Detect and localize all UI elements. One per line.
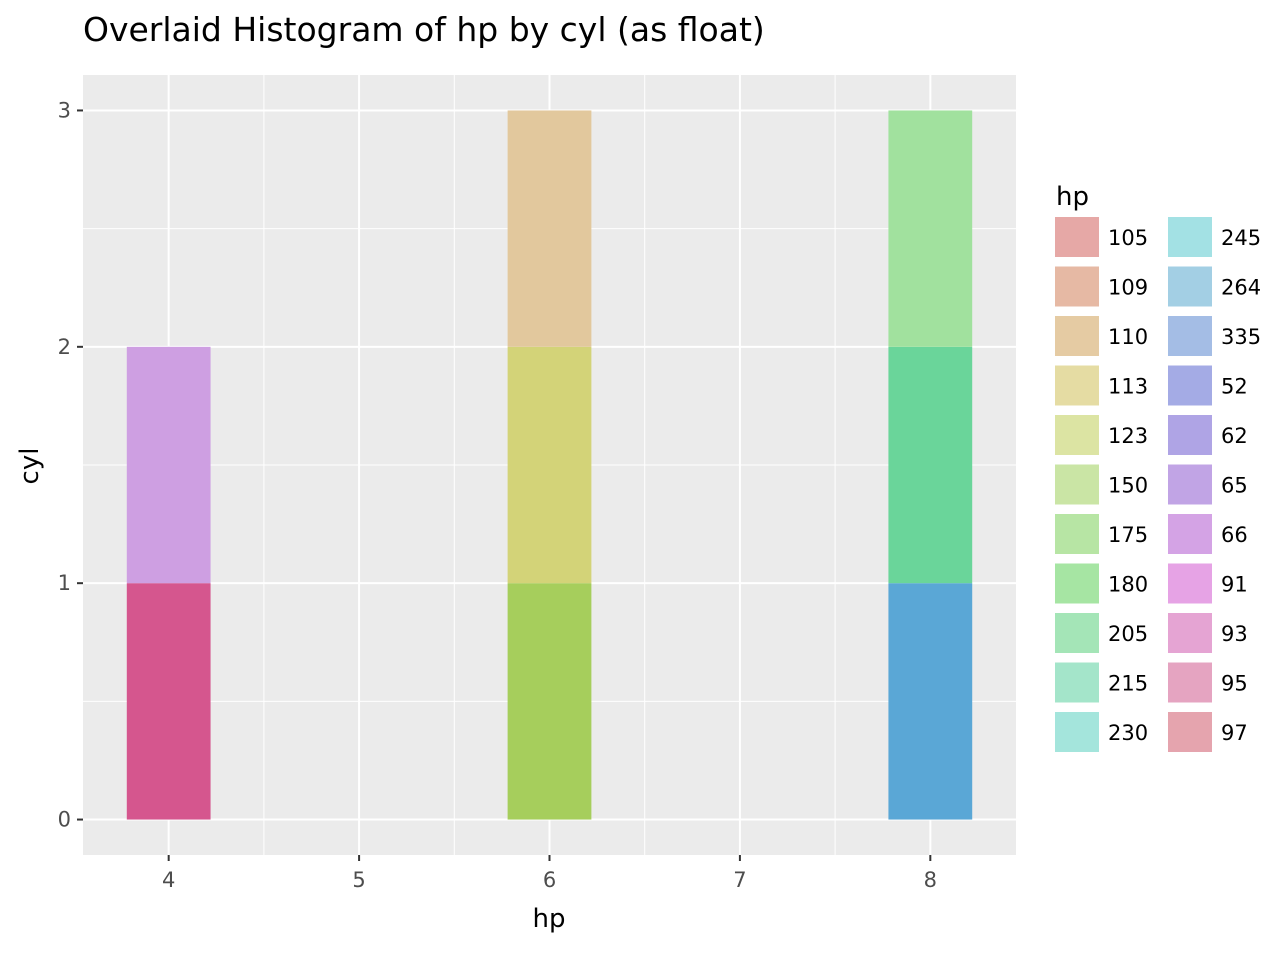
legend-label: 180 (1108, 573, 1148, 597)
legend-label: 95 (1221, 672, 1248, 696)
legend-swatch (1055, 415, 1099, 455)
y-tick-label: 1 (58, 571, 71, 595)
legend-label: 91 (1221, 573, 1248, 597)
histogram-bar (888, 346, 973, 584)
legend-label: 65 (1221, 474, 1248, 498)
y-axis-ticks: 0 1 2 3 (58, 98, 83, 832)
legend-label: 205 (1108, 622, 1148, 646)
legend-label: 93 (1221, 622, 1248, 646)
histogram-bar (507, 583, 592, 820)
legend-swatch (1055, 712, 1099, 752)
legend-swatch (1168, 217, 1212, 257)
x-tick-label: 6 (543, 868, 556, 892)
legend-swatch (1168, 464, 1212, 505)
y-axis-title: cyl (15, 448, 45, 485)
legend-label: 123 (1108, 424, 1148, 448)
x-tick-label: 8 (924, 868, 937, 892)
histogram-bar (126, 583, 211, 820)
legend-label: 110 (1108, 325, 1148, 349)
legend-label: 245 (1221, 226, 1261, 250)
legend-swatch (1168, 613, 1212, 653)
legend-swatch (1168, 266, 1212, 307)
x-tick-label: 7 (733, 868, 746, 892)
legend-swatch (1055, 266, 1099, 307)
legend-swatch (1168, 662, 1212, 703)
legend-swatch (1168, 365, 1212, 406)
legend-label: 109 (1108, 276, 1148, 300)
legend-label: 264 (1221, 276, 1261, 300)
y-tick-label: 0 (58, 808, 71, 832)
legend-label: 97 (1221, 721, 1248, 745)
histogram-bar (888, 583, 973, 820)
legend-label: 62 (1221, 424, 1248, 448)
y-tick-label: 3 (58, 98, 71, 122)
legend-label: 113 (1108, 375, 1148, 399)
legend-swatch (1055, 514, 1099, 554)
legend-swatch (1168, 712, 1212, 752)
legend-swatch (1055, 662, 1099, 703)
legend-swatch (1055, 563, 1099, 604)
x-tick-label: 4 (162, 868, 175, 892)
legend-swatch (1055, 217, 1099, 257)
legend-swatch (1168, 514, 1212, 554)
legend-label: 215 (1108, 672, 1148, 696)
legend-label: 230 (1108, 721, 1148, 745)
chart-title: Overlaid Histogram of hp by cyl (as floa… (83, 10, 765, 49)
legend-title: hp (1056, 182, 1089, 212)
x-axis-ticks: 4 5 6 7 8 (162, 855, 937, 892)
y-tick-label: 2 (58, 335, 71, 359)
legend-swatch (1055, 365, 1099, 406)
x-tick-label: 5 (352, 868, 365, 892)
histogram-bar (126, 346, 211, 584)
histogram-bar (507, 110, 592, 347)
legend-items: 105 109 110 113 123 150 175 180 205 215 230 245 264 3… (1055, 217, 1261, 752)
legend-swatch (1168, 316, 1212, 356)
legend: hp 105 109 110 113 123 150 175 180 205 215 230 245 2… (1055, 182, 1261, 752)
legend-label: 335 (1221, 325, 1261, 349)
legend-label: 66 (1221, 523, 1248, 547)
legend-label: 175 (1108, 523, 1148, 547)
legend-label: 105 (1108, 226, 1148, 250)
histogram-bar (507, 346, 592, 584)
legend-label: 150 (1108, 474, 1148, 498)
legend-swatch (1055, 316, 1099, 356)
legend-swatch (1168, 563, 1212, 604)
x-axis-title: hp (533, 904, 566, 934)
legend-swatch (1055, 464, 1099, 505)
legend-swatch (1055, 613, 1099, 653)
legend-label: 52 (1221, 375, 1248, 399)
histogram-bar (888, 110, 973, 347)
legend-swatch (1168, 415, 1212, 455)
bars (126, 110, 973, 820)
